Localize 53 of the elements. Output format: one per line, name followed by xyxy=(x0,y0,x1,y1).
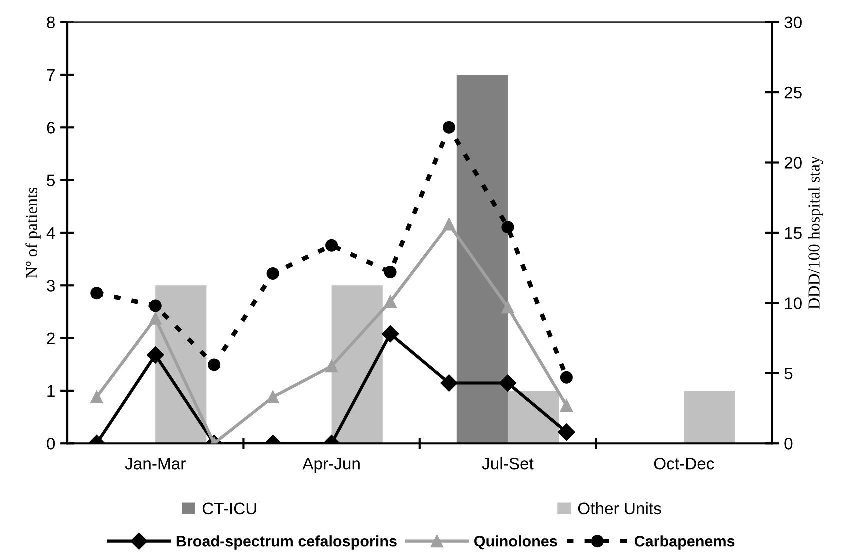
legend-label: Quinolones xyxy=(474,536,558,550)
bar xyxy=(508,390,560,444)
point xyxy=(382,326,400,343)
y-tick-label: 6 xyxy=(47,122,55,134)
y2-tick-label: 10 xyxy=(785,298,802,310)
y-tick-label: 2 xyxy=(47,332,55,344)
y2-tick-label: 25 xyxy=(784,86,802,99)
y-tick-label: 1 xyxy=(48,386,55,397)
point xyxy=(499,374,517,392)
y2-tick-label: 30 xyxy=(784,16,802,29)
y2-axis-title: DDD/100 hospital stay xyxy=(808,156,824,310)
point xyxy=(443,121,456,134)
point xyxy=(149,300,162,312)
point xyxy=(560,399,573,412)
point xyxy=(147,346,164,364)
legend-label: Other Units xyxy=(578,502,662,515)
y2-tick-label: 20 xyxy=(784,157,802,169)
point xyxy=(384,296,397,308)
point xyxy=(208,358,221,372)
point xyxy=(558,424,576,441)
point xyxy=(326,360,338,373)
y2-tick-label: 0 xyxy=(784,438,793,450)
point xyxy=(266,391,280,404)
x-tick-label: Jan-Mar xyxy=(125,458,186,470)
point xyxy=(440,374,458,392)
x-tick-label: Oct-Dec xyxy=(654,458,714,470)
point xyxy=(90,391,104,404)
point xyxy=(502,301,514,314)
bar xyxy=(332,286,383,444)
point xyxy=(443,218,456,231)
legend-label: CT-ICU xyxy=(202,502,256,515)
y-tick-label: 0 xyxy=(47,438,56,450)
y-tick-label: 7 xyxy=(47,70,55,82)
y2-tick-label: 5 xyxy=(784,368,793,380)
x-tick-label: Apr-Jun xyxy=(302,458,360,474)
point xyxy=(149,312,162,325)
point xyxy=(266,267,280,280)
point xyxy=(502,221,514,234)
legend-label: Broad-spectrum cefalosporins xyxy=(176,536,397,550)
bar xyxy=(684,390,736,444)
y-tick-label: 4 xyxy=(46,228,56,240)
point xyxy=(90,287,104,300)
y-tick-label: 5 xyxy=(47,174,56,187)
bar xyxy=(456,74,508,444)
y2-tick-label: 15 xyxy=(785,228,802,240)
x-tick-label: Jul-Set xyxy=(482,458,534,470)
legend-label: Carbapenems xyxy=(634,536,735,550)
y-axis-title: Nº of patients xyxy=(26,188,41,278)
y-tick-label: 3 xyxy=(47,280,55,292)
y-tick-label: 8 xyxy=(47,16,55,29)
point xyxy=(384,266,397,279)
point xyxy=(560,371,573,384)
point xyxy=(326,239,338,252)
